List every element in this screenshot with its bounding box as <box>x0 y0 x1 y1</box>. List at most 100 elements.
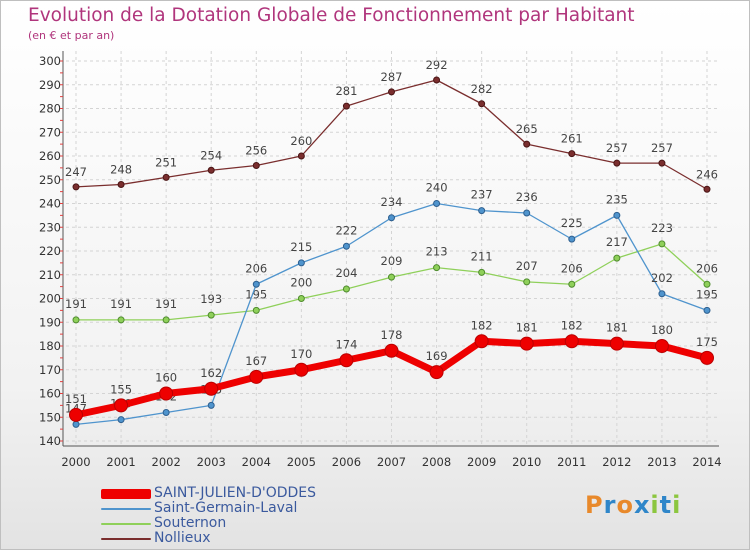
data-label: 181 <box>606 321 628 335</box>
data-point <box>162 316 170 324</box>
data-point <box>294 362 309 377</box>
data-point <box>523 140 531 148</box>
data-point <box>388 273 395 281</box>
data-point <box>703 306 711 314</box>
data-label: 248 <box>110 163 132 177</box>
x-tick-label: 2005 <box>287 455 316 469</box>
x-tick-label: 2008 <box>422 455 451 469</box>
data-label: 155 <box>110 382 132 396</box>
data-point <box>339 353 354 368</box>
data-point <box>117 316 125 324</box>
data-point <box>613 254 621 262</box>
data-point <box>207 166 215 174</box>
data-point <box>342 242 350 250</box>
data-label: 222 <box>335 223 357 237</box>
x-tick-label: 2010 <box>512 455 541 469</box>
data-label: 261 <box>561 132 583 146</box>
y-tick-label: 200 <box>39 292 61 306</box>
x-tick-label: 2012 <box>602 455 631 469</box>
data-point <box>249 369 264 384</box>
data-label: 167 <box>245 354 267 368</box>
proxiti-logo: Proxiti <box>585 491 682 519</box>
data-point <box>297 295 305 302</box>
data-point <box>297 152 305 160</box>
y-tick-label: 160 <box>39 387 61 401</box>
data-label: 246 <box>696 167 718 181</box>
data-label: 181 <box>516 321 538 335</box>
chart-title: Evolution de la Dotation Globale de Fonc… <box>28 5 635 26</box>
data-label: 151 <box>65 392 87 406</box>
y-tick-label: 190 <box>39 315 61 329</box>
x-tick-label: 2004 <box>242 455 271 469</box>
data-point <box>613 159 621 167</box>
data-point <box>474 334 489 349</box>
data-label: 207 <box>516 259 538 273</box>
y-tick-label: 250 <box>39 173 61 187</box>
data-label: 223 <box>651 221 673 235</box>
x-tick-label: 2011 <box>557 455 586 469</box>
data-label: 254 <box>200 148 222 162</box>
data-point <box>342 285 350 293</box>
data-label: 257 <box>651 141 673 155</box>
x-tick-label: 2002 <box>152 455 181 469</box>
data-point <box>703 185 711 193</box>
data-label: 240 <box>426 181 448 195</box>
data-label: 211 <box>471 249 493 263</box>
data-point <box>252 280 260 288</box>
data-label: 204 <box>335 266 357 280</box>
data-label: 282 <box>471 82 493 96</box>
data-label: 175 <box>696 335 718 349</box>
data-label: 178 <box>381 328 403 342</box>
data-point <box>568 150 576 158</box>
data-point <box>478 268 486 276</box>
data-label: 195 <box>696 287 718 301</box>
data-point <box>433 200 441 207</box>
data-label: 235 <box>606 192 628 206</box>
legend-swatch <box>101 538 151 540</box>
data-point <box>72 420 80 428</box>
x-tick-label: 2000 <box>61 455 90 469</box>
data-point <box>478 207 486 215</box>
data-label: 251 <box>155 155 177 169</box>
chart-subtitle: (en € et par an) <box>28 29 115 42</box>
data-label: 182 <box>471 318 493 332</box>
data-point <box>658 240 666 248</box>
data-point <box>69 407 83 422</box>
data-label: 193 <box>200 292 222 306</box>
data-point <box>388 214 395 222</box>
data-point <box>433 264 441 272</box>
data-label: 237 <box>471 188 493 202</box>
data-label: 225 <box>561 216 583 230</box>
legend-label: Nollieux <box>154 530 211 546</box>
data-point <box>204 381 219 396</box>
data-point <box>523 278 531 286</box>
x-tick-label: 2006 <box>332 455 361 469</box>
data-point <box>162 173 170 181</box>
data-label: 206 <box>561 261 583 275</box>
y-tick-label: 180 <box>39 339 61 353</box>
data-label: 191 <box>110 297 132 311</box>
legend-swatch <box>101 523 151 525</box>
data-label: 160 <box>155 371 177 385</box>
x-tick-label: 2013 <box>647 455 676 469</box>
y-tick-label: 280 <box>39 102 61 116</box>
data-label: 202 <box>651 271 673 285</box>
data-label: 169 <box>426 349 448 363</box>
data-label: 217 <box>606 235 628 249</box>
data-point <box>429 365 444 380</box>
data-label: 247 <box>65 165 87 179</box>
y-tick-label: 290 <box>39 78 61 92</box>
data-label: 206 <box>696 261 718 275</box>
legend-label: Souternon <box>154 515 227 531</box>
data-label: 180 <box>651 323 673 337</box>
data-point <box>700 350 714 365</box>
data-point <box>388 88 395 96</box>
y-tick-label: 150 <box>39 410 61 424</box>
data-point <box>207 401 215 409</box>
y-tick-label: 170 <box>39 363 61 377</box>
data-point <box>654 339 669 353</box>
data-label: 162 <box>200 366 222 380</box>
data-point <box>478 100 486 108</box>
data-point <box>72 183 80 191</box>
data-label: 215 <box>290 240 312 254</box>
